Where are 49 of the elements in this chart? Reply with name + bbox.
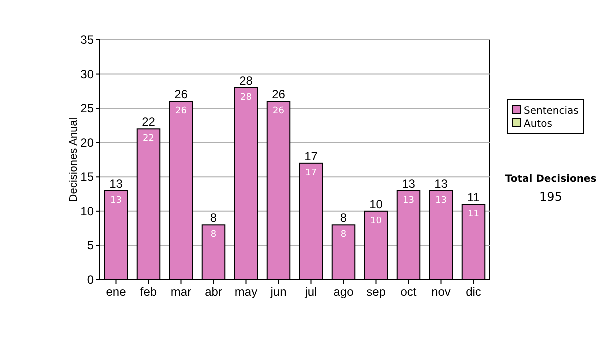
y-tick-label: 20 bbox=[80, 136, 94, 150]
x-tick-label: jul bbox=[304, 285, 318, 299]
data-label: 10 bbox=[370, 216, 382, 226]
x-tick-label: nov bbox=[432, 285, 451, 299]
total-label: 8 bbox=[210, 211, 218, 226]
y-tick-label: 10 bbox=[80, 204, 94, 218]
y-tick-label: 25 bbox=[80, 102, 94, 116]
x-tick-label: abr bbox=[205, 285, 222, 299]
total-label: 8 bbox=[340, 211, 348, 226]
total-label: 13 bbox=[402, 176, 416, 191]
x-tick-label: ago bbox=[334, 285, 354, 299]
y-tick-label: 5 bbox=[87, 238, 94, 253]
data-label: 11 bbox=[468, 210, 480, 220]
legend-label: Autos bbox=[524, 119, 552, 130]
x-tick-label: mar bbox=[170, 285, 192, 299]
x-tick-label: jun bbox=[270, 285, 287, 299]
y-tick-label: 30 bbox=[80, 67, 94, 82]
y-axis-title: Decisiones Anual bbox=[68, 118, 80, 202]
data-label: 26 bbox=[176, 106, 188, 117]
y-tick-label: 0 bbox=[87, 273, 94, 287]
total-label: 26 bbox=[174, 88, 188, 102]
x-tick-label: dic bbox=[466, 285, 482, 299]
data-label: 13 bbox=[110, 196, 122, 206]
total-label: 13 bbox=[434, 176, 448, 191]
data-label: 17 bbox=[306, 168, 317, 178]
total-label: 28 bbox=[240, 74, 254, 88]
total-label: 17 bbox=[304, 149, 318, 164]
y-tick-label: 35 bbox=[80, 33, 94, 47]
total-label: 22 bbox=[142, 115, 156, 130]
text: Total Decisiones bbox=[505, 174, 597, 185]
data-label: 8 bbox=[340, 230, 347, 240]
x-tick-label: may bbox=[234, 285, 258, 299]
x-tick-label: sep bbox=[366, 285, 386, 299]
data-label: 13 bbox=[436, 196, 447, 206]
legend-label: Sentencias bbox=[524, 106, 579, 117]
data-label: 13 bbox=[403, 196, 414, 206]
total-label: 10 bbox=[370, 197, 384, 212]
y-tick-label: 15 bbox=[80, 170, 94, 184]
total-label: 13 bbox=[110, 176, 124, 191]
x-tick-label: feb bbox=[140, 285, 158, 299]
total-label: 11 bbox=[468, 190, 480, 205]
data-label: 26 bbox=[273, 106, 285, 117]
x-tick-label: ene bbox=[106, 285, 127, 299]
data-label: 22 bbox=[143, 134, 154, 144]
total-label: 26 bbox=[272, 88, 286, 102]
text: 195 bbox=[540, 190, 562, 204]
data-label: 8 bbox=[210, 230, 217, 240]
x-tick-label: oct bbox=[400, 285, 418, 299]
data-label: 28 bbox=[240, 93, 252, 103]
